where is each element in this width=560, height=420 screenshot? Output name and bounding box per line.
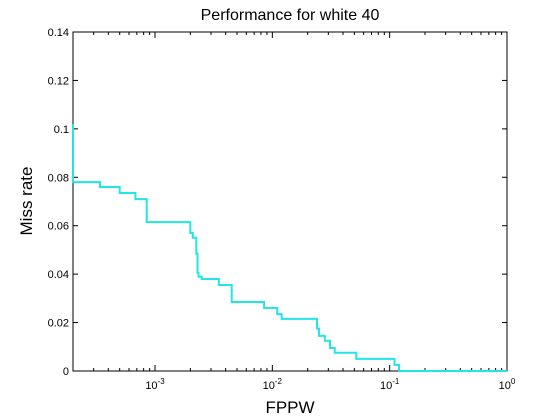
x-tick-label: 10-2 [263,377,283,392]
x-tick-label: 10-1 [380,377,400,392]
y-tick-label: 0 [63,366,69,378]
plot-area [72,31,508,372]
series-line [72,124,507,372]
x-tick-label: 100 [499,377,516,392]
y-axis-title: Miss rate [17,167,36,236]
chart-title: Performance for white 40 [201,7,380,24]
y-tick-label: 0.1 [54,124,69,136]
y-tick-label: 0.12 [48,75,69,87]
x-axis-title: FPPW [265,398,314,417]
y-tick-label: 0.06 [48,221,69,233]
y-tick-label: 0.02 [48,318,69,330]
y-tick-label: 0.14 [48,27,69,39]
x-axis-ticks: 10-3 10-2 10-1 100 [72,32,516,392]
y-tick-label: 0.08 [48,172,69,184]
x-tick-label: 10-3 [145,377,165,392]
y-axis-ticks: 0 0.02 0.04 0.06 0.08 0.1 0.12 0.14 [48,27,507,378]
y-tick-label: 0.04 [48,269,69,281]
